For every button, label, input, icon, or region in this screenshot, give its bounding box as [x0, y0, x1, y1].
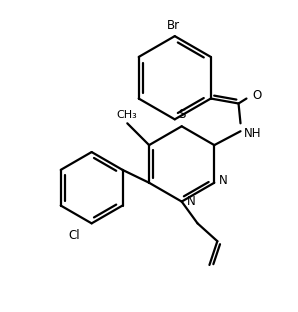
Text: O: O [252, 89, 262, 102]
Text: NH: NH [243, 127, 261, 140]
Text: S: S [178, 108, 185, 121]
Text: Br: Br [167, 19, 180, 32]
Text: Cl: Cl [68, 229, 80, 242]
Text: N: N [187, 195, 195, 208]
Text: N: N [219, 174, 228, 187]
Text: CH₃: CH₃ [116, 110, 137, 120]
